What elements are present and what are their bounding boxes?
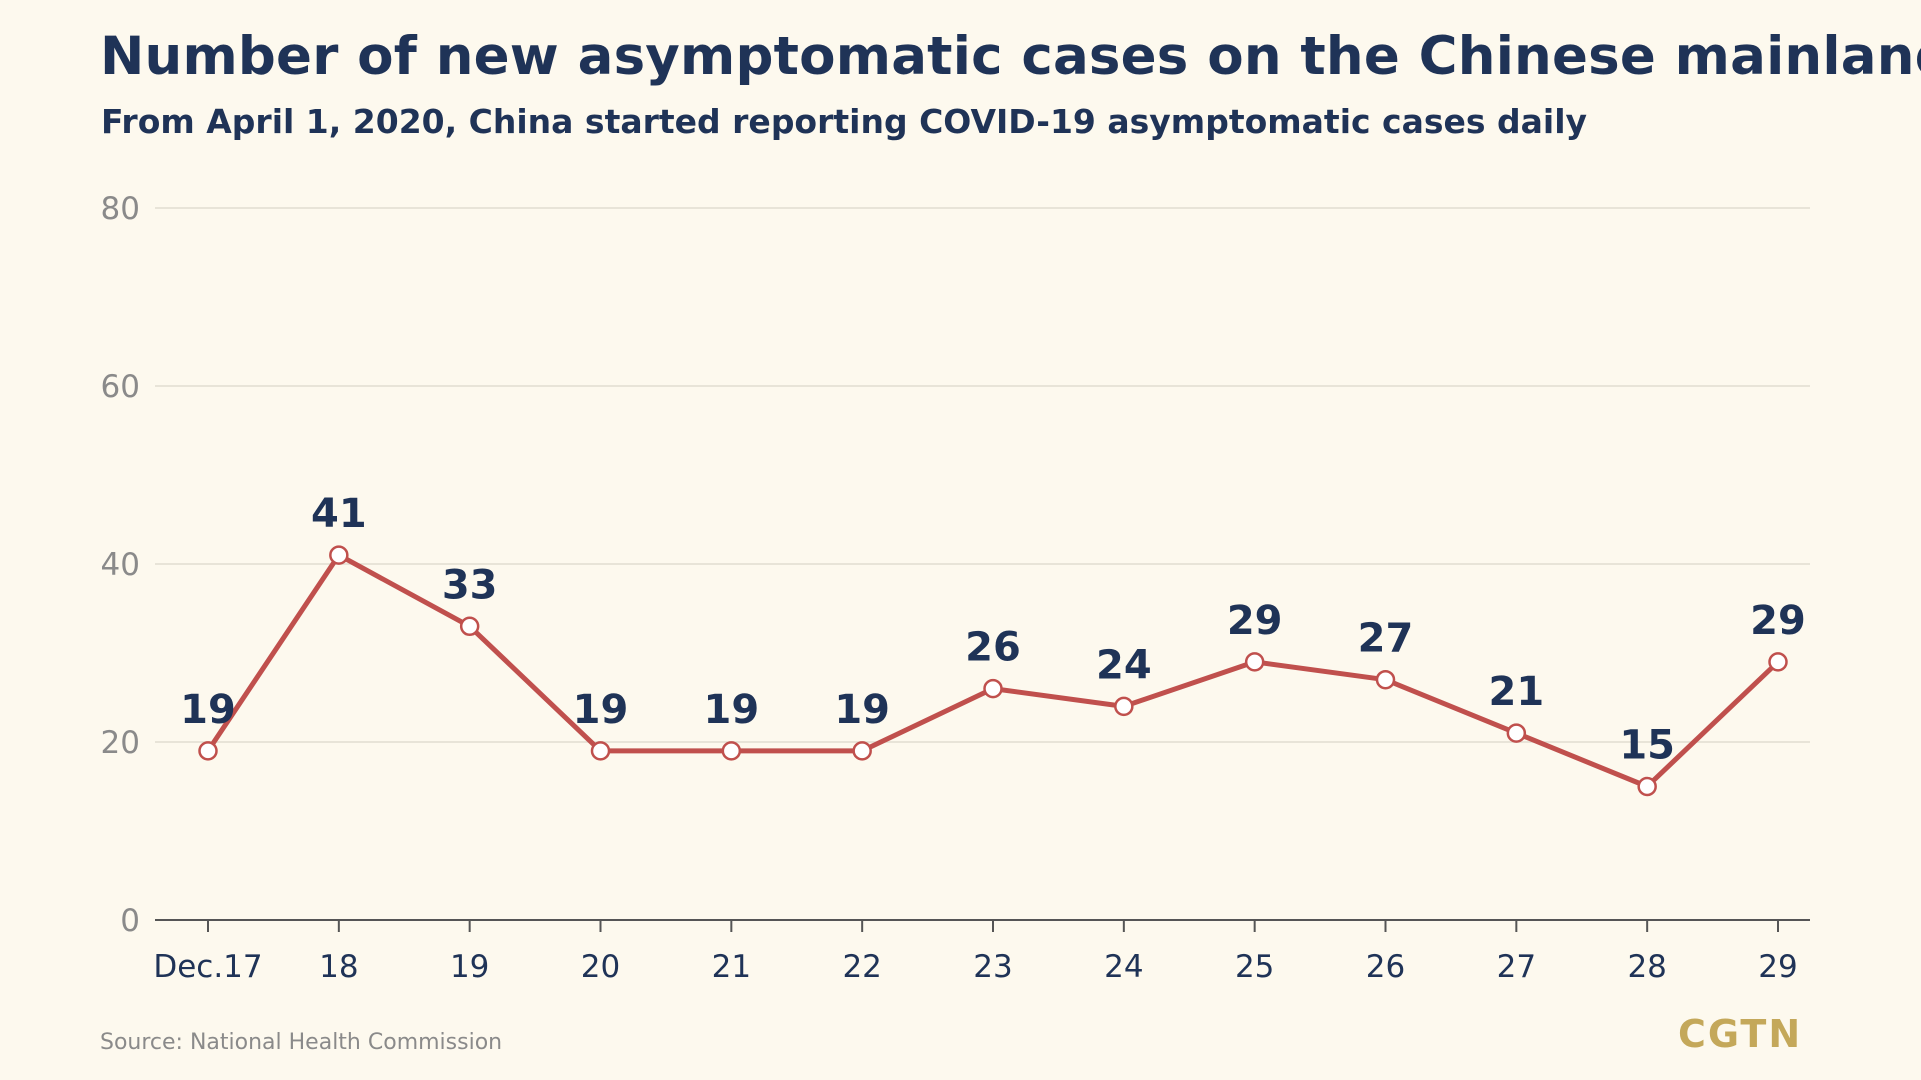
data-point bbox=[329, 545, 349, 565]
data-point bbox=[459, 616, 480, 637]
source-note: Source: National Health Commission bbox=[100, 1030, 503, 1055]
data-labels: 19 41 33 19 19 19 26 24 29 27 21 15 29 bbox=[180, 491, 1806, 768]
x-tick-label: 24 bbox=[1104, 949, 1143, 985]
x-tick-label: 27 bbox=[1497, 949, 1536, 985]
y-tick-label: 0 bbox=[120, 903, 140, 939]
y-tick-label: 20 bbox=[101, 725, 140, 761]
x-tick-label: 20 bbox=[581, 949, 620, 985]
x-axis: Dec.17 18 19 20 21 22 23 24 25 26 27 28 29 bbox=[153, 919, 1810, 985]
x-tick-label: 19 bbox=[450, 949, 489, 985]
x-tick-label: 28 bbox=[1627, 949, 1666, 985]
data-label: 19 bbox=[834, 687, 890, 733]
data-point bbox=[852, 741, 872, 761]
data-point bbox=[1637, 776, 1657, 797]
data-label: 33 bbox=[442, 562, 498, 608]
data-point bbox=[1375, 669, 1396, 690]
data-label: 19 bbox=[573, 687, 629, 733]
data-label: 27 bbox=[1358, 616, 1414, 662]
data-label: 19 bbox=[180, 687, 236, 733]
data-label: 29 bbox=[1750, 598, 1806, 644]
series-layer bbox=[198, 545, 1788, 797]
y-tick-label: 80 bbox=[101, 191, 140, 227]
cgtn-logo: CGTN bbox=[1678, 1012, 1803, 1056]
x-tick-label: 25 bbox=[1235, 949, 1274, 985]
data-label: 21 bbox=[1488, 669, 1544, 715]
data-point bbox=[1768, 652, 1788, 672]
data-label: 15 bbox=[1619, 723, 1675, 769]
y-axis: 0 20 40 60 80 bbox=[101, 191, 140, 939]
y-tick-label: 60 bbox=[101, 369, 140, 405]
data-point bbox=[1244, 652, 1265, 672]
x-tick-label: 26 bbox=[1366, 949, 1405, 985]
data-point bbox=[983, 678, 1003, 699]
data-label: 24 bbox=[1096, 642, 1152, 688]
x-tick-label: Dec.17 bbox=[153, 949, 262, 985]
x-tick-label: 29 bbox=[1758, 949, 1797, 985]
x-tick-label: 23 bbox=[973, 949, 1012, 985]
data-label: 29 bbox=[1227, 598, 1283, 644]
data-label: 26 bbox=[965, 625, 1021, 671]
data-label: 41 bbox=[311, 491, 367, 537]
data-point bbox=[198, 741, 218, 761]
data-point bbox=[1114, 696, 1134, 717]
data-label: 19 bbox=[703, 687, 759, 733]
chart-subtitle: From April 1, 2020, China started report… bbox=[101, 102, 1588, 141]
chart-title: Number of new asymptomatic cases on the … bbox=[100, 26, 1921, 87]
data-point bbox=[1506, 723, 1527, 743]
data-point bbox=[590, 741, 611, 761]
x-tick-label: 18 bbox=[319, 949, 358, 985]
x-tick-label: 21 bbox=[712, 949, 751, 985]
y-tick-label: 40 bbox=[101, 547, 140, 583]
x-tick-label: 22 bbox=[842, 949, 881, 985]
data-point bbox=[721, 741, 742, 761]
